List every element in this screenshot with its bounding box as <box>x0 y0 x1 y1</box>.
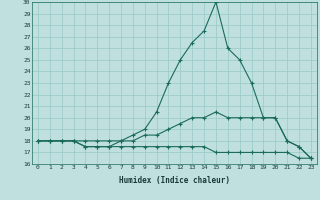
X-axis label: Humidex (Indice chaleur): Humidex (Indice chaleur) <box>119 176 230 185</box>
